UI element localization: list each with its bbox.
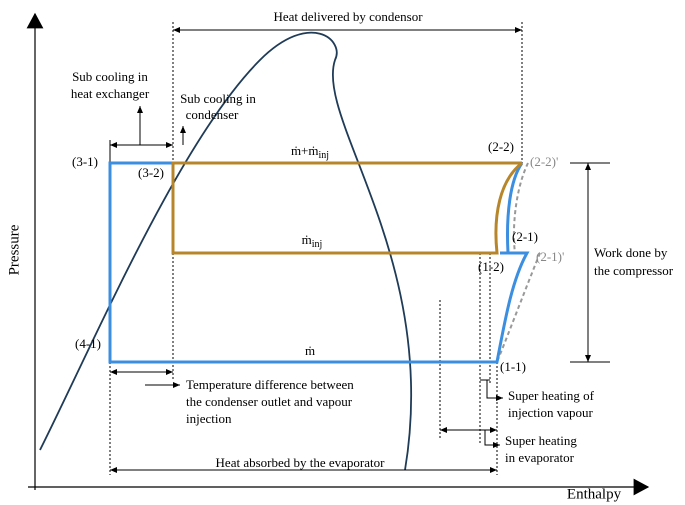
x-axis-label: Enthalpy <box>567 486 622 502</box>
label: condenser <box>186 107 239 122</box>
label: Sub cooling in <box>180 91 256 106</box>
label: Super heating of <box>508 388 595 403</box>
label: the condenser outlet and vapour <box>186 394 353 409</box>
label: Work done by <box>594 245 668 260</box>
evaporator-cycle <box>108 161 530 364</box>
label: Heat absorbed by the evaporator <box>216 455 386 470</box>
label: injection vapour <box>508 405 594 420</box>
point-label: (3-1) <box>72 154 98 169</box>
flow-label: ṁ <box>305 343 315 358</box>
saturation-dome <box>39 31 413 471</box>
injection-cycle <box>171 161 523 255</box>
point-label: (2-2)' <box>530 154 558 169</box>
flow-sub: inj <box>312 239 323 250</box>
point-label: (2-1)' <box>536 249 564 264</box>
cycle <box>108 161 541 364</box>
point-label: (2-2) <box>488 139 514 154</box>
label: Temperature difference between <box>186 377 354 392</box>
label: Sub cooling in <box>72 69 148 84</box>
label: Super heating <box>505 433 577 448</box>
label: injection <box>186 411 232 426</box>
point-label: (4-1) <box>75 336 101 351</box>
flow-sub: inj <box>319 150 330 161</box>
label: in evaporator <box>505 450 575 465</box>
point-label: (3-2) <box>138 165 164 180</box>
flow-label: ṁ+ṁinj <box>291 143 329 161</box>
axes <box>26 12 650 496</box>
point-label: (2-1) <box>512 229 538 244</box>
title: Heat delivered by condensor <box>273 9 423 24</box>
label: the compressor <box>594 263 674 278</box>
flow-label: ṁinj <box>302 232 323 250</box>
flow-main: ṁ <box>302 232 312 247</box>
label: heat exchanger <box>71 86 150 101</box>
y-axis-label: Pressure <box>6 224 22 275</box>
dimension-lines <box>109 22 610 475</box>
flow-main: ṁ+ṁ <box>291 143 319 158</box>
point-label: (1-1) <box>500 359 526 374</box>
dashed-ideal <box>496 162 541 363</box>
point-label: (1-2) <box>478 259 504 274</box>
